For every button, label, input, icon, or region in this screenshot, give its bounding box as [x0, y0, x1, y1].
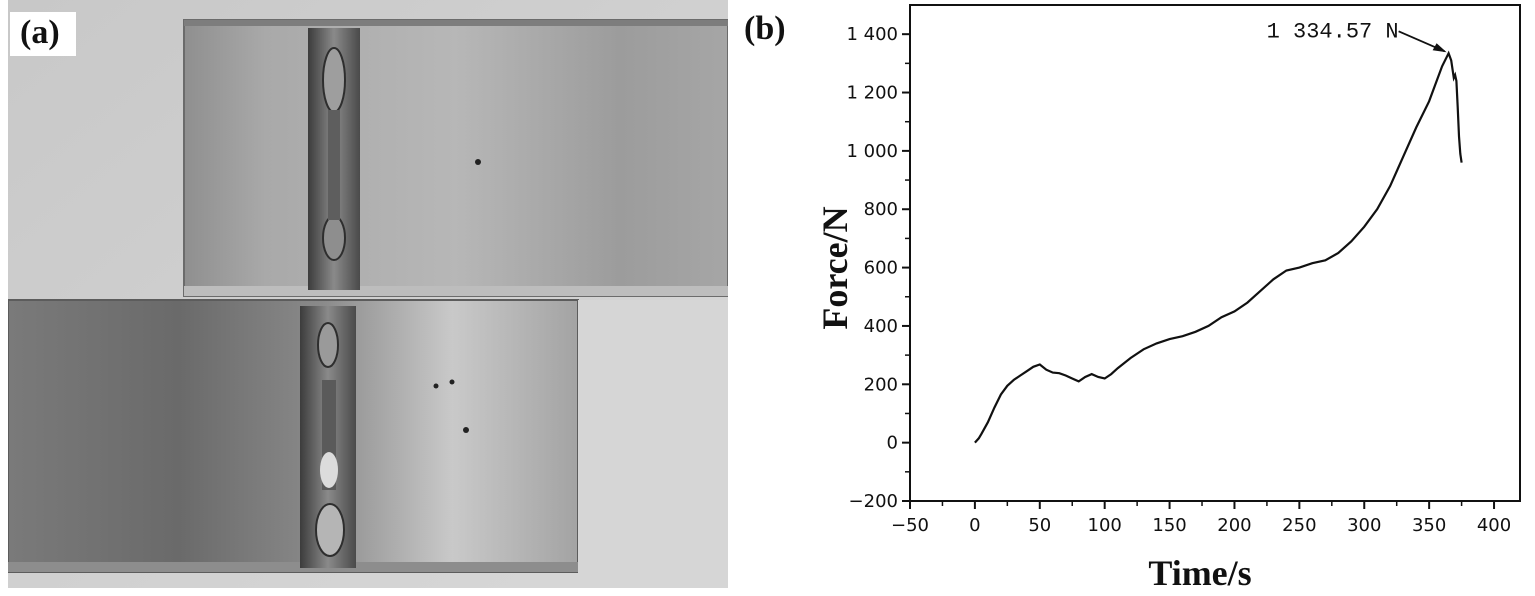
x-tick-label: 150 — [1152, 515, 1186, 536]
y-tick-label: 1 400 — [846, 24, 898, 45]
plot-frame — [909, 4, 1521, 502]
y-axis-title: Force/N — [815, 206, 855, 329]
panel-b-label: (b) — [744, 10, 786, 47]
panel-a-label: (a) — [10, 12, 76, 56]
x-tick-labels: −50 0 50 100 150 200 250 300 350 400 — [891, 515, 1511, 536]
peak-annotation-label: 1 334.57 N — [1267, 19, 1399, 44]
y-tick-label: 200 — [864, 374, 898, 395]
axis-ticks — [902, 33, 1496, 509]
x-tick-label: −50 — [891, 515, 929, 536]
y-tick-label: 400 — [864, 316, 898, 337]
y-tick-label: 800 — [864, 199, 898, 220]
peak-annotation-arrowhead — [1432, 43, 1447, 53]
y-tick-labels: −200 0 200 400 600 800 1 000 1 200 1 400 — [846, 24, 898, 512]
force-series-line — [974, 50, 1463, 444]
force-time-chart: −50 0 50 100 150 200 250 300 350 400 −200 0 200 400 6… — [815, 4, 1521, 593]
y-tick-label: 1 200 — [846, 83, 898, 104]
x-tick-label: 350 — [1412, 515, 1446, 536]
x-tick-label: 100 — [1088, 515, 1122, 536]
y-tick-label: 0 — [887, 433, 898, 454]
x-tick-label: 200 — [1217, 515, 1251, 536]
welded-plates-photo — [8, 0, 728, 588]
annotations: 1 334.57 N — [1267, 19, 1447, 53]
y-tick-label: −200 — [849, 491, 898, 512]
x-tick-label: 250 — [1282, 515, 1316, 536]
x-tick-label: 400 — [1477, 515, 1511, 536]
y-tick-label: 600 — [864, 258, 898, 279]
x-tick-label: 300 — [1347, 515, 1381, 536]
x-tick-label: 0 — [969, 515, 980, 536]
y-tick-label: 1 000 — [846, 141, 898, 162]
x-axis-title: Time/s — [1148, 553, 1251, 593]
x-tick-label: 50 — [1028, 515, 1051, 536]
